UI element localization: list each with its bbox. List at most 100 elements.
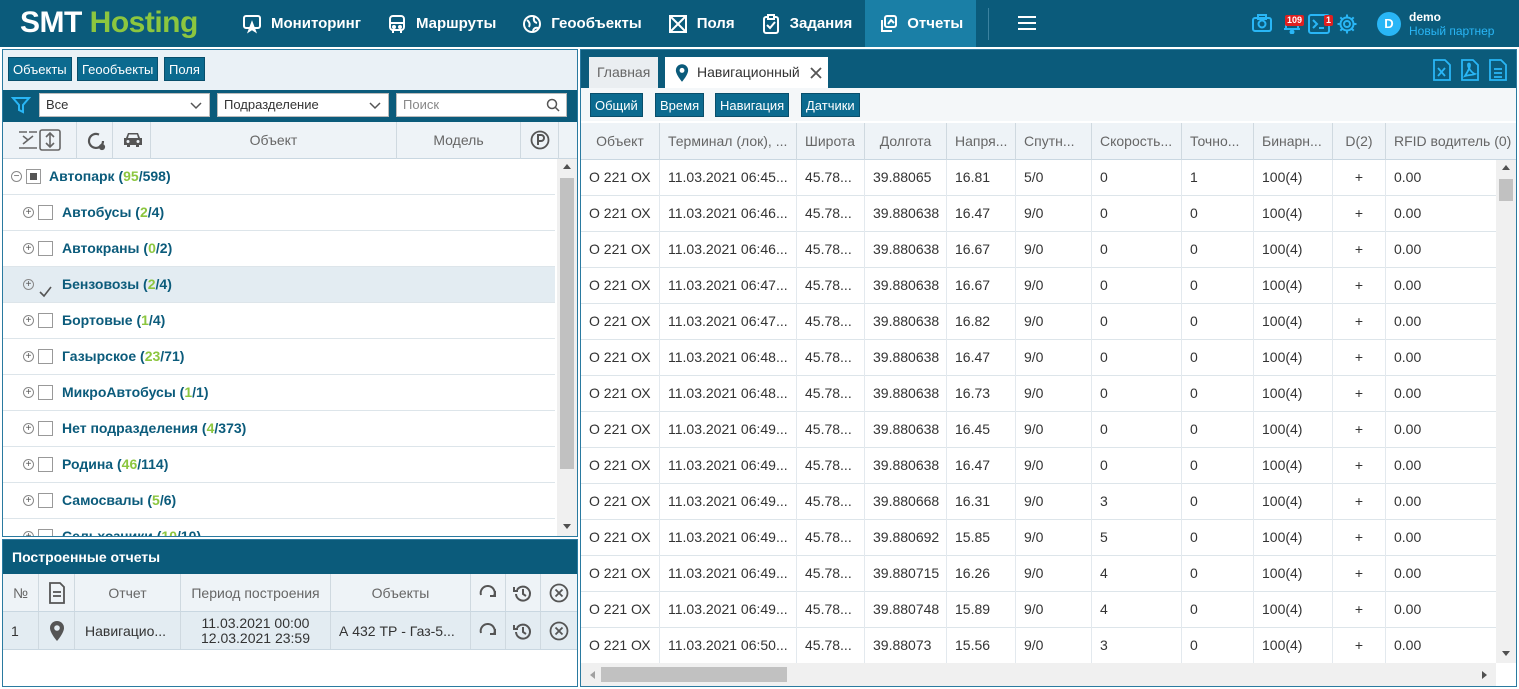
- checkbox[interactable]: [38, 241, 53, 256]
- tree-row[interactable]: + Родина (46/114): [3, 447, 555, 483]
- table-row[interactable]: О 221 ОХ 11.03.2021 06:49... 45.78... 39.88…: [581, 412, 1496, 448]
- gear-icon[interactable]: [1336, 13, 1358, 35]
- nav-fields[interactable]: Поля: [655, 0, 748, 47]
- checkbox[interactable]: [38, 493, 53, 508]
- table-row[interactable]: О 221 ОХ 11.03.2021 06:49... 45.78... 39.88…: [581, 592, 1496, 628]
- object-column[interactable]: Объект: [151, 122, 397, 159]
- table-row[interactable]: О 221 ОХ 11.03.2021 06:48... 45.78... 39.88…: [581, 376, 1496, 412]
- expand-icon[interactable]: +: [23, 243, 34, 254]
- expand-icon[interactable]: +: [23, 495, 34, 506]
- table-row[interactable]: О 221 ОХ 11.03.2021 06:46... 45.78... 39.88…: [581, 196, 1496, 232]
- table-vertical-scrollbar[interactable]: [1496, 160, 1516, 663]
- table-row[interactable]: О 221 ОХ 11.03.2021 06:47... 45.78... 39.88…: [581, 304, 1496, 340]
- checkbox[interactable]: [38, 205, 53, 220]
- division-select[interactable]: Подразделение: [217, 93, 389, 117]
- table-row[interactable]: О 221 ОХ 11.03.2021 06:49... 45.78... 39.88…: [581, 556, 1496, 592]
- col-binary[interactable]: Бинарн...: [1254, 123, 1333, 160]
- tree-row[interactable]: + Автокраны (0/2): [3, 231, 555, 267]
- document-export-icon[interactable]: [1489, 59, 1507, 81]
- col-latitude[interactable]: Широта: [797, 123, 865, 160]
- table-row[interactable]: О 221 ОХ 11.03.2021 06:49... 45.78... 39.88…: [581, 520, 1496, 556]
- checkbox[interactable]: [38, 457, 53, 472]
- col-object[interactable]: Объект: [581, 123, 660, 160]
- refresh-column[interactable]: [77, 122, 113, 159]
- tree-row[interactable]: + Бортовые (1/4): [3, 303, 555, 339]
- tree-row[interactable]: − Автопарк (95/598): [3, 159, 555, 195]
- excel-export-icon[interactable]: [1433, 59, 1451, 81]
- collapse-icon[interactable]: −: [11, 171, 22, 182]
- history-button[interactable]: [506, 612, 541, 649]
- vehicle-column[interactable]: [113, 122, 151, 159]
- model-column[interactable]: Модель: [397, 122, 521, 159]
- scroll-up-icon[interactable]: [1501, 163, 1511, 171]
- scroll-thumb[interactable]: [560, 178, 574, 469]
- expand-icon[interactable]: +: [23, 351, 34, 362]
- scroll-left-icon[interactable]: [588, 670, 596, 680]
- camera-icon[interactable]: [1252, 14, 1272, 32]
- report-row[interactable]: 1 Навигацио... 11.03.2021 00:00 12.03.20…: [3, 612, 577, 650]
- tree-row[interactable]: + Сельхозники (10/10): [3, 519, 555, 536]
- table-row[interactable]: О 221 ОХ 11.03.2021 06:48... 45.78... 39.88…: [581, 340, 1496, 376]
- menu-icon[interactable]: [1018, 15, 1036, 31]
- tree-row[interactable]: + Самосвалы (5/6): [3, 483, 555, 519]
- checkbox[interactable]: [38, 529, 53, 536]
- tree-row[interactable]: + Газырское (23/71): [3, 339, 555, 375]
- checkbox[interactable]: [26, 169, 41, 184]
- scroll-thumb[interactable]: [1499, 179, 1513, 201]
- table-row[interactable]: О 221 ОХ 11.03.2021 06:49... 45.78... 39.88…: [581, 484, 1496, 520]
- expand-icon[interactable]: +: [23, 279, 34, 290]
- nav-tasks[interactable]: Задания: [748, 0, 866, 47]
- expand-icon[interactable]: +: [23, 423, 34, 434]
- scroll-up-icon[interactable]: [562, 162, 572, 170]
- expand-icon[interactable]: +: [23, 531, 34, 536]
- parking-column[interactable]: [521, 122, 559, 159]
- col-d2[interactable]: D(2): [1333, 123, 1386, 160]
- nav-monitoring[interactable]: Мониторинг: [229, 0, 374, 47]
- scroll-right-icon[interactable]: [1481, 670, 1489, 680]
- col-speed[interactable]: Скорость...: [1092, 123, 1182, 160]
- checkbox[interactable]: [38, 385, 53, 400]
- nav-routes[interactable]: Маршруты: [374, 0, 509, 47]
- col-terminal[interactable]: Терминал (лок), ...: [660, 123, 797, 160]
- tab-home[interactable]: Главная: [589, 57, 659, 88]
- tab-navigation-section[interactable]: Навигация: [715, 93, 790, 117]
- expand-icon[interactable]: +: [23, 387, 34, 398]
- filter-icon[interactable]: [11, 95, 31, 115]
- nav-geoobjects[interactable]: Геообъекты: [509, 0, 654, 47]
- col-rfid[interactable]: RFID водитель (0) [: [1394, 133, 1516, 149]
- tab-navigation[interactable]: Навигационный: [665, 57, 828, 88]
- table-row[interactable]: О 221 ОХ 11.03.2021 06:49... 45.78... 39.88…: [581, 448, 1496, 484]
- pdf-export-icon[interactable]: [1461, 59, 1479, 81]
- checkbox[interactable]: [38, 349, 53, 364]
- checkbox[interactable]: [38, 313, 53, 328]
- report-name[interactable]: Навигацио...: [75, 612, 181, 649]
- scroll-down-icon[interactable]: [1501, 650, 1511, 658]
- checkbox[interactable]: [38, 421, 53, 436]
- rebuild-button[interactable]: [471, 612, 506, 649]
- expand-icon[interactable]: +: [23, 459, 34, 470]
- tree-scrollbar[interactable]: [557, 159, 577, 536]
- scroll-thumb[interactable]: [601, 667, 787, 682]
- col-voltage[interactable]: Напря...: [947, 123, 1016, 160]
- table-horizontal-scrollbar[interactable]: [581, 663, 1496, 686]
- status-select[interactable]: Все: [39, 93, 210, 117]
- col-satellites[interactable]: Спутн...: [1016, 123, 1092, 160]
- nav-reports[interactable]: Отчеты: [865, 0, 977, 47]
- tab-time[interactable]: Время: [655, 93, 705, 117]
- tab-sensors[interactable]: Датчики: [801, 93, 860, 117]
- logo[interactable]: SMT Hosting: [20, 6, 198, 39]
- tab-general[interactable]: Общий: [590, 93, 643, 117]
- expand-icon[interactable]: +: [23, 207, 34, 218]
- col-accuracy[interactable]: Точно...: [1182, 123, 1254, 160]
- close-icon[interactable]: [810, 67, 822, 79]
- search-input[interactable]: Поиск: [396, 93, 567, 117]
- geoobjects-button[interactable]: Геообъекты: [77, 57, 159, 81]
- table-row[interactable]: О 221 ОХ 11.03.2021 06:50... 45.78... 39.88…: [581, 628, 1496, 663]
- table-row[interactable]: О 221 ОХ 11.03.2021 06:45... 45.78... 39.88…: [581, 160, 1496, 196]
- col-longitude[interactable]: Долгота: [865, 123, 947, 160]
- table-row[interactable]: О 221 ОХ 11.03.2021 06:46... 45.78... 39.88…: [581, 232, 1496, 268]
- tree-row[interactable]: + Автобусы (2/4): [3, 195, 555, 231]
- fields-button[interactable]: Поля: [164, 57, 205, 81]
- user-info[interactable]: demo Новый партнер: [1409, 10, 1494, 38]
- tree-row[interactable]: + Бензовозы (2/4): [3, 267, 555, 303]
